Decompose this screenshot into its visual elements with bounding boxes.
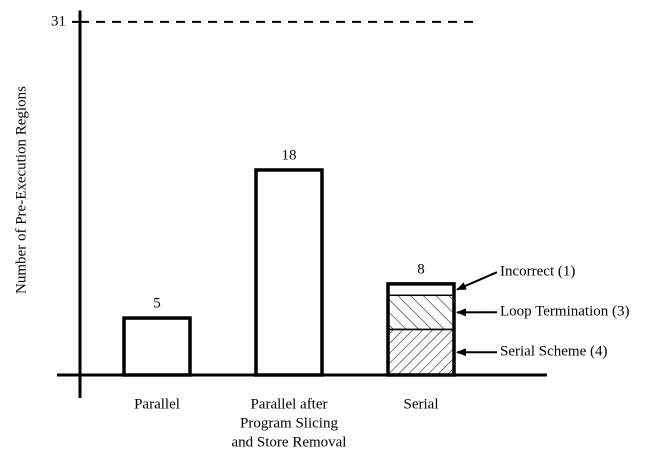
y-axis-label: Number of Pre-Execution Regions bbox=[13, 86, 29, 294]
x-tick-label: Program Slicing bbox=[240, 415, 338, 431]
y-tick-label: 31 bbox=[51, 13, 66, 29]
bar bbox=[122, 316, 192, 377]
value-label: 18 bbox=[282, 147, 297, 163]
bar bbox=[254, 168, 324, 377]
x-tick-label: Parallel bbox=[134, 396, 180, 412]
annotation-label: Serial Scheme (4) bbox=[500, 344, 607, 360]
x-tick-label: Parallel after bbox=[250, 396, 327, 412]
annotation-label: Incorrect (1) bbox=[500, 264, 575, 280]
bar bbox=[386, 282, 456, 377]
annotation-arrow bbox=[456, 271, 498, 291]
x-tick-label: and Store Removal bbox=[232, 434, 347, 450]
stack-segment bbox=[387, 294, 455, 331]
x-tick-label: Serial bbox=[404, 396, 439, 412]
value-label: 8 bbox=[417, 261, 425, 277]
value-label: 5 bbox=[153, 295, 161, 311]
annotation-label: Loop Termination (3) bbox=[500, 304, 629, 320]
stack-segment bbox=[387, 328, 455, 376]
